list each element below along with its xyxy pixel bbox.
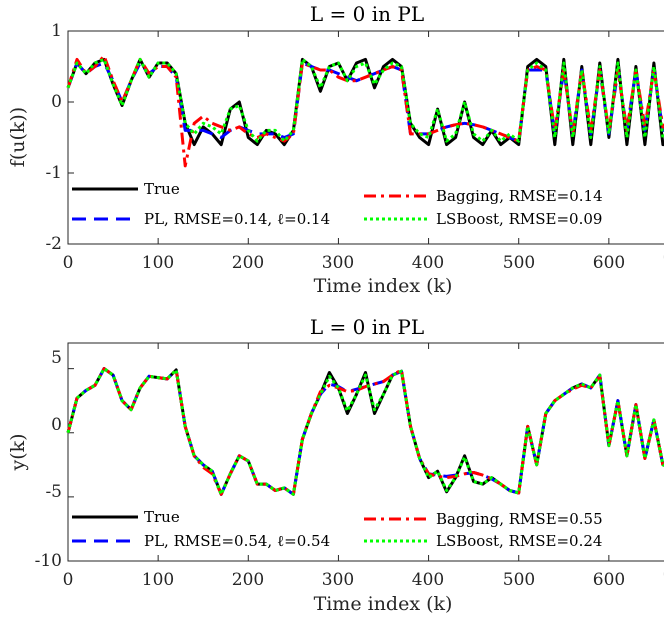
series-line-bagging <box>66 54 664 168</box>
bottom-y-tick-label: 5 <box>51 348 62 368</box>
top-x-axis-label: Time index (k) <box>314 275 453 297</box>
top-y-tick-label: -2 <box>45 234 62 254</box>
bottom-x-tick-label: 600 <box>593 570 625 590</box>
bottom-y-tick-label: -5 <box>45 482 62 502</box>
bottom-x-tick-label: 400 <box>412 570 444 590</box>
bottom-y-tick-label: -10 <box>35 551 62 571</box>
bottom-x-tick-label: 0 <box>63 570 74 590</box>
legend-label-lsboost: LSBoost, RMSE=0.09 <box>436 210 602 228</box>
bottom-x-tick-label: 200 <box>232 570 264 590</box>
bottom-x-tick-label: 700 <box>663 570 664 590</box>
bottom-y-axis-label: y(k) <box>7 433 29 471</box>
legend-label-pl: PL, RMSE=0.14, ℓ=0.14 <box>144 210 330 228</box>
bottom-plot-area <box>67 342 664 562</box>
top-x-tick-label: 700 <box>663 253 664 273</box>
legend-label-true: True <box>144 180 180 198</box>
top-y-tick-label: 1 <box>51 21 62 41</box>
series-line-lsboost <box>66 57 664 143</box>
bottom-chart-title: L = 0 in PL <box>310 315 424 339</box>
top-x-tick-label: 500 <box>503 253 535 273</box>
bottom-x-tick-label: 300 <box>322 570 354 590</box>
top-x-tick-label: 600 <box>593 253 625 273</box>
top-series-group <box>66 54 664 168</box>
top-y-axis-label: f(u(k)) <box>7 107 29 167</box>
top-chart-title: L = 0 in PL <box>310 2 424 26</box>
top-axis-ticks <box>67 30 610 245</box>
top-x-tick-label: 300 <box>322 253 354 273</box>
legend-label-bagging: Bagging, RMSE=0.14 <box>436 187 603 205</box>
legend-label-true: True <box>144 508 180 526</box>
bottom-x-tick-label: 100 <box>142 570 174 590</box>
series-line-lsboost <box>66 367 664 496</box>
bottom-axis-ticks <box>67 343 610 562</box>
top-x-tick-label: 200 <box>232 253 264 273</box>
top-chart: L = 0 in PL 1 0 -1 -2 0 100 200 300 400 … <box>7 2 664 297</box>
bottom-legend: True PL, RMSE=0.54, ℓ=0.54 Bagging, RMSE… <box>72 508 603 550</box>
bottom-x-tick-label: 500 <box>503 570 535 590</box>
top-y-tick-label: 0 <box>51 92 62 112</box>
bottom-y-tick-label: 0 <box>51 415 62 435</box>
bottom-x-axis-label: Time index (k) <box>314 593 453 615</box>
top-x-tick-label: 0 <box>63 253 74 273</box>
legend-label-pl: PL, RMSE=0.54, ℓ=0.54 <box>144 532 330 550</box>
top-legend: True PL, RMSE=0.14, ℓ=0.14 Bagging, RMSE… <box>72 180 603 228</box>
bottom-chart: L = 0 in PL 5 0 -5 -10 0 100 200 300 400… <box>7 315 664 615</box>
top-y-tick-label: -1 <box>45 163 62 183</box>
top-x-tick-label: 400 <box>412 253 444 273</box>
top-plot-area <box>67 30 664 245</box>
legend-label-lsboost: LSBoost, RMSE=0.24 <box>436 532 602 550</box>
top-x-tick-label: 100 <box>142 253 174 273</box>
series-line-bagging <box>66 367 664 496</box>
bottom-series-group <box>66 367 664 496</box>
legend-label-bagging: Bagging, RMSE=0.55 <box>436 510 603 528</box>
